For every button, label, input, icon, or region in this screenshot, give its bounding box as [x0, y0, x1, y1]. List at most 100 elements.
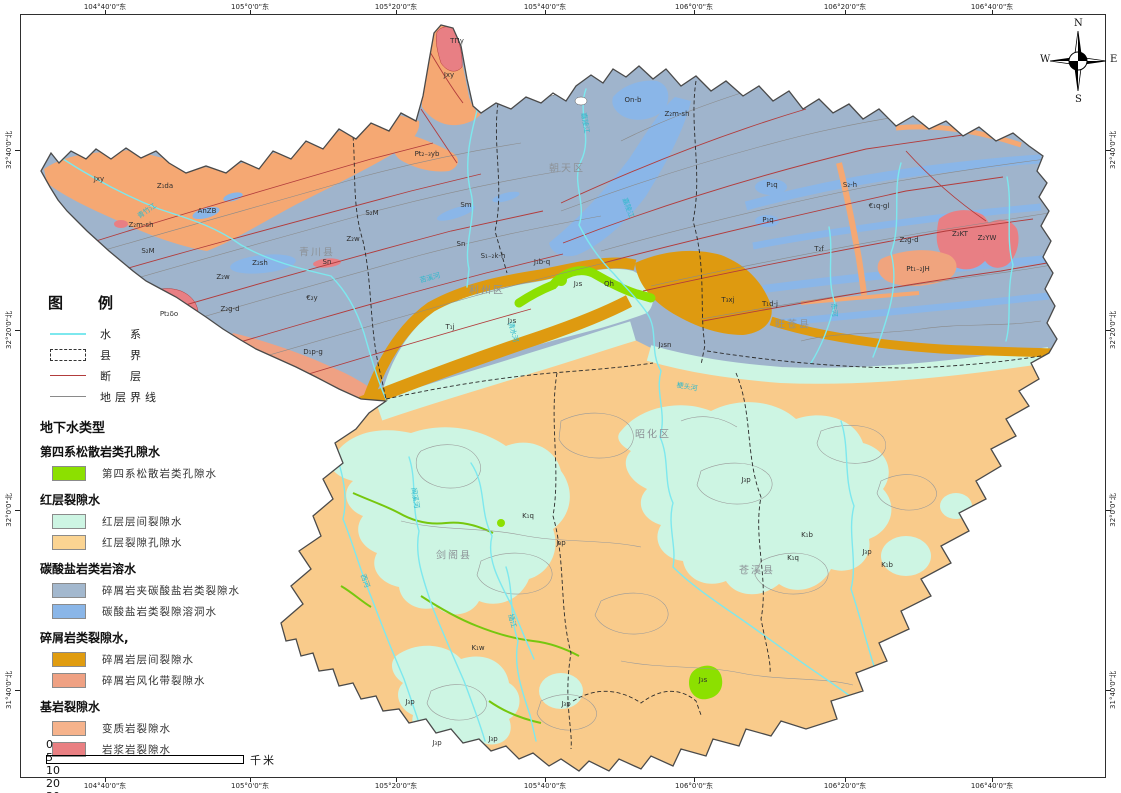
- scale-number: 20: [46, 777, 60, 790]
- fault-symbol-icon: [50, 370, 86, 382]
- tick-bottom: [992, 778, 993, 782]
- legend-group: 碳酸盐岩类岩溶水 碎屑岩夹碳酸盐岩类裂隙水 碳酸盐岩类裂隙溶洞水: [40, 560, 280, 622]
- geology-unit-label: J₃p: [741, 476, 751, 484]
- swatch-label: 岩浆岩裂隙水: [102, 744, 171, 756]
- latitude-label-left: 32°20'0"北: [5, 311, 13, 349]
- legend-item-fault: 断 层: [50, 365, 280, 386]
- geology-unit-label: J₃p: [405, 698, 415, 706]
- longitude-label-bottom: 104°40'0"东: [83, 782, 127, 790]
- legend-group-heading: 基岩裂隙水: [40, 700, 101, 714]
- geology-unit-label: J₃p: [488, 735, 498, 743]
- county-symbol-icon: [50, 348, 86, 361]
- river-name-label: 东河: [829, 302, 839, 318]
- legend-panel: 图 例 水 系县 界断 层地层界线 地下水类型 第四系松散岩类孔隙水 第四系松散岩…: [40, 292, 280, 760]
- longitude-label-bottom: 106°0'0"东: [675, 782, 713, 790]
- compass-west-label: W: [1040, 54, 1051, 65]
- legend-line-items: 水 系县 界断 层地层界线: [40, 323, 280, 407]
- geology-unit-label: P₁q: [766, 181, 778, 189]
- legend-item-label: 断 层: [100, 369, 145, 383]
- legend-group: 基岩裂隙水 变质岩裂隙水 岩浆岩裂隙水: [40, 698, 280, 760]
- swatch-label: 第四系松散岩类孔隙水: [102, 468, 217, 480]
- swatch-label: 碳酸盐岩类裂隙溶洞水: [102, 606, 217, 618]
- swatch-label: 碎屑岩层间裂隙水: [102, 654, 194, 666]
- legend-swatch-row: 碎屑岩层间裂隙水: [40, 649, 280, 670]
- longitude-label-bottom: 105°0'0"东: [231, 782, 269, 790]
- region-outline: [40, 24, 1058, 772]
- geology-unit-label: Z₂sh: [252, 259, 268, 267]
- tick-left: [15, 690, 20, 691]
- swatch-label: 碎屑岩风化带裂隙水: [102, 675, 206, 687]
- compass-north-label: N: [1074, 18, 1083, 29]
- geology-unit-label: J₂s: [573, 280, 583, 288]
- geology-unit-label: Z₂g-d: [899, 236, 919, 244]
- tick-top: [694, 10, 695, 14]
- geology-unit-label: Sn: [322, 258, 332, 266]
- tick-right: [1106, 690, 1111, 691]
- longitude-label-top: 104°40'0"东: [83, 3, 127, 11]
- tick-top: [992, 10, 993, 14]
- county-name-label: 苍溪县: [739, 565, 775, 577]
- river-line: [50, 332, 86, 335]
- tick-bottom: [545, 778, 546, 782]
- geology-unit-label: T₃xj: [721, 296, 735, 304]
- geology-unit-label: K₁q: [787, 554, 799, 562]
- geology-unit-label: J₁b-q: [533, 258, 551, 266]
- tick-left: [15, 510, 20, 511]
- legend-item-label: 地层界线: [100, 390, 160, 404]
- geology-unit-label: J₃p: [862, 548, 872, 556]
- geology-unit-label: Z₂YW: [977, 234, 997, 242]
- tick-right: [1106, 330, 1111, 331]
- county-name-label: 朝天区: [549, 163, 585, 175]
- legend-group-heading: 红层裂隙水: [40, 493, 101, 507]
- color-swatch: [52, 514, 86, 529]
- tick-bottom: [845, 778, 846, 782]
- tick-top: [545, 10, 546, 14]
- geology-unit-label: S₂-h: [842, 181, 858, 189]
- color-swatch: [52, 604, 86, 619]
- color-swatch: [52, 466, 86, 481]
- geology-unit-label: €₁q-gl: [868, 202, 890, 210]
- legend-group-heading: 碎屑岩类裂隙水,: [40, 631, 129, 645]
- geology-unit-label: S₂M: [141, 247, 155, 255]
- geology-unit-label: T₁d-j: [762, 300, 778, 308]
- geology-unit-label: J₃p: [556, 539, 566, 547]
- swatch-label: 红层层间裂隙水: [102, 516, 183, 528]
- geology-unit-label: K₁w: [471, 644, 485, 652]
- latitude-label-left: 32°0'0"北: [5, 493, 13, 527]
- longitude-label-top: 106°0'0"东: [675, 3, 713, 11]
- scale-number: 0: [46, 738, 53, 751]
- county-name-label: 昭化区: [635, 429, 671, 441]
- stratum-line: [50, 395, 86, 397]
- scale-bar: 0510203040 千米: [46, 738, 286, 793]
- tick-top: [250, 10, 251, 14]
- color-swatch: [52, 583, 86, 598]
- legend-item-county: 县 界: [50, 344, 280, 365]
- geology-unit-label: Z₂m-sh: [128, 221, 154, 229]
- geology-unit-label: K₁b: [801, 531, 813, 539]
- geology-unit-label: K₁q: [522, 512, 534, 520]
- county-boundary-box: [50, 348, 86, 361]
- latitude-label-left: 31°40'0"北: [5, 671, 13, 709]
- longitude-label-top: 105°20'0"东: [374, 3, 418, 11]
- geology-unit-label: Z₁da: [156, 182, 174, 190]
- scale-bar-graphic: [46, 755, 244, 764]
- scale-bar-numbers: 0510203040: [46, 738, 286, 793]
- legend-title: 图 例: [48, 294, 124, 312]
- color-swatch: [52, 535, 86, 550]
- legend-group-heading: 第四系松散岩类孔隙水: [40, 445, 161, 459]
- tick-top: [396, 10, 397, 14]
- latitude-label-left: 32°40'0"北: [5, 131, 13, 169]
- geology-unit-label: P₁q: [762, 216, 774, 224]
- geology-unit-label: T₁j: [445, 323, 455, 331]
- geology-unit-label: J₃p: [432, 739, 442, 747]
- scale-bar-unit: 千米: [250, 754, 276, 767]
- legend-group: 红层裂隙水 红层层间裂隙水 红层裂隙孔隙水: [40, 491, 280, 553]
- geology-unit-label: On-b: [624, 96, 642, 104]
- county-name-label: 利州区: [469, 285, 505, 297]
- swatch-label: 碎屑岩夹碳酸盐岩类裂隙水: [102, 585, 240, 597]
- longitude-label-top: 106°40'0"东: [970, 3, 1014, 11]
- legend-swatch-row: 岩浆岩裂隙水: [40, 739, 280, 760]
- legend-item-label: 水 系: [100, 327, 145, 341]
- longitude-label-top: 105°40'0"东: [523, 3, 567, 11]
- county-name-label: 剑阁县: [436, 550, 472, 562]
